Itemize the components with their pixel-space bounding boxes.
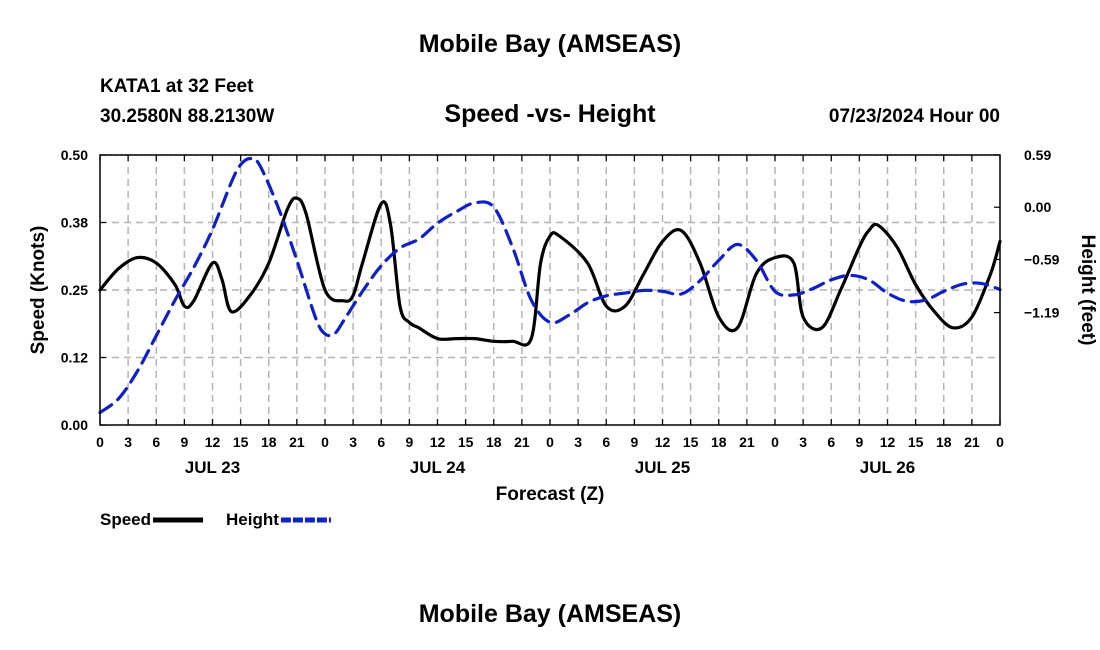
x-tick-label: 12: [655, 434, 671, 450]
x-tick-label: 12: [205, 434, 221, 450]
x-tick-label: 21: [514, 434, 530, 450]
x-tick-label: 18: [486, 434, 502, 450]
x-tick-label: 18: [936, 434, 952, 450]
y2-tick-label: 0.00: [1024, 199, 1051, 215]
x-tick-label: 3: [799, 434, 807, 450]
y-tick-label: 0.12: [61, 350, 88, 366]
x-tick-label: 15: [683, 434, 699, 450]
x-tick-label: 18: [261, 434, 277, 450]
x-tick-label: 6: [827, 434, 835, 450]
x-tick-label: 0: [321, 434, 329, 450]
axes: 0 3 6 9 12 15 18 21 0 3 6 9 12 15 18 21 0 3 6 9 12 15 18 21 0 3 6 9…: [61, 147, 1060, 477]
x-tick-label: 15: [458, 434, 474, 450]
y2-axis-label: Height (feet): [1077, 235, 1098, 346]
legend-label-height: Height: [226, 510, 279, 529]
y-axis-label: Speed (Knots): [28, 226, 49, 355]
x-tick-label: 21: [289, 434, 305, 450]
x-tick-label: 0: [96, 434, 104, 450]
x-tick-label: 21: [964, 434, 980, 450]
x-tick-label: 9: [855, 434, 863, 450]
page-title: Mobile Bay (AMSEAS): [418, 30, 682, 58]
y-tick-label: 0.38: [61, 215, 88, 231]
day-label: JUL 25: [635, 458, 690, 477]
day-label: JUL 23: [185, 458, 240, 477]
datetime-label: 07/23/2024 Hour 00: [828, 106, 1000, 127]
x-tick-label: 9: [405, 434, 413, 450]
x-tick-label: 6: [152, 434, 160, 450]
day-label: JUL 26: [860, 458, 915, 477]
x-tick-label: 6: [377, 434, 385, 450]
x-tick-label: 12: [430, 434, 446, 450]
footer-title: Mobile Bay (AMSEAS): [418, 600, 682, 628]
y2-tick-label: −1.19: [1024, 305, 1060, 321]
x-tick-label: 6: [602, 434, 610, 450]
chart-title: Speed -vs- Height: [444, 100, 656, 128]
y-tick-label: 0.25: [61, 282, 88, 298]
x-tick-label: 3: [349, 434, 357, 450]
legend: Speed Height: [100, 510, 331, 529]
x-tick-label: 15: [908, 434, 924, 450]
height-series-line: [98, 156, 1002, 415]
x-tick-label: 21: [739, 434, 755, 450]
x-tick-label: 9: [180, 434, 188, 450]
legend-label-speed: Speed: [100, 510, 151, 529]
grid: [100, 154, 1000, 425]
x-tick-label: 9: [630, 434, 638, 450]
x-tick-label: 12: [880, 434, 896, 450]
y-tick-label: 0.00: [61, 417, 88, 433]
x-tick-label: 3: [124, 434, 132, 450]
speed-series-line: [98, 196, 1002, 347]
x-tick-label: 0: [546, 434, 554, 450]
x-tick-label: 18: [711, 434, 727, 450]
x-tick-label: 3: [574, 434, 582, 450]
x-tick-label: 0: [771, 434, 779, 450]
x-axis-label: Forecast (Z): [496, 484, 605, 505]
y-tick-label: 0.50: [61, 147, 88, 163]
x-tick-label: 15: [233, 434, 249, 450]
y2-tick-label: 0.59: [1024, 147, 1051, 163]
x-tick-label: 0: [996, 434, 1004, 450]
day-label: JUL 24: [410, 458, 466, 477]
y2-tick-label: −0.59: [1024, 251, 1060, 267]
coordinates-label: 30.2580N 88.2130W: [100, 106, 275, 127]
station-label: KATA1 at 32 Feet: [100, 76, 254, 97]
series-layer: [98, 156, 1002, 415]
